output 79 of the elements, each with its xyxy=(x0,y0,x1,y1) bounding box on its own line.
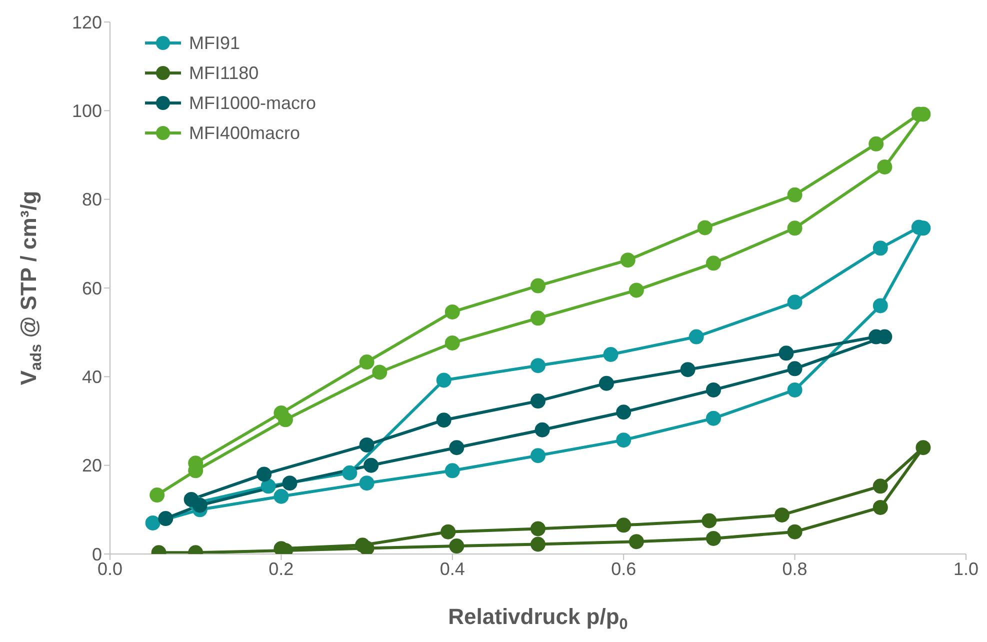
point xyxy=(282,476,298,491)
point xyxy=(530,448,546,464)
point xyxy=(359,476,374,491)
point xyxy=(364,458,379,473)
point xyxy=(274,488,289,504)
point xyxy=(680,362,696,378)
point xyxy=(256,466,272,482)
y-tick-label: 80 xyxy=(82,190,102,210)
y-tick-label: 60 xyxy=(82,278,102,298)
point xyxy=(628,534,644,550)
x-tick-label: 0.4 xyxy=(440,558,465,579)
point xyxy=(534,422,550,438)
point xyxy=(530,536,546,552)
point xyxy=(616,518,632,533)
point xyxy=(359,437,374,452)
x-tick-label: 0.6 xyxy=(611,558,636,579)
point xyxy=(787,187,802,202)
point xyxy=(150,488,165,503)
point xyxy=(872,478,888,494)
point xyxy=(449,538,464,554)
point xyxy=(702,513,717,528)
point xyxy=(274,406,289,421)
point xyxy=(620,252,636,268)
legend-label: MFI400macro xyxy=(189,122,300,144)
point xyxy=(184,492,199,507)
point xyxy=(372,364,388,380)
y-tick-label: 120 xyxy=(72,12,102,32)
point xyxy=(444,304,460,320)
point xyxy=(868,136,884,152)
point xyxy=(774,507,790,522)
point xyxy=(697,220,712,236)
point xyxy=(872,240,888,256)
point xyxy=(616,432,632,448)
point xyxy=(598,376,614,391)
point xyxy=(530,278,546,294)
point xyxy=(872,298,888,314)
legend-label: MFI1180 xyxy=(189,62,259,84)
point xyxy=(158,511,174,526)
point xyxy=(603,347,618,362)
point xyxy=(688,329,704,344)
point xyxy=(616,404,632,420)
point xyxy=(530,394,546,409)
point xyxy=(787,524,802,540)
legend-label: MFI1000-macro xyxy=(189,92,316,114)
point xyxy=(145,515,160,530)
point xyxy=(778,346,794,361)
x-tick-label: 0.2 xyxy=(268,558,294,579)
point xyxy=(916,440,931,456)
point xyxy=(628,282,644,298)
y-tick-label: 100 xyxy=(72,101,102,122)
y-tick-label: 20 xyxy=(82,456,102,476)
point xyxy=(342,465,358,480)
point xyxy=(444,335,460,350)
x-tick-label: 1.0 xyxy=(953,558,979,579)
point xyxy=(355,538,370,553)
point xyxy=(444,463,460,478)
point xyxy=(787,361,802,376)
point xyxy=(706,256,721,271)
x-tick-label: 0.8 xyxy=(782,558,808,579)
point xyxy=(787,294,802,310)
point xyxy=(530,310,546,326)
point xyxy=(787,382,802,398)
point xyxy=(440,524,456,540)
point xyxy=(436,412,452,428)
point xyxy=(787,220,802,236)
point xyxy=(706,382,721,398)
point xyxy=(872,500,888,515)
point xyxy=(530,358,546,374)
legend-label: MFI91 xyxy=(189,32,240,54)
y-tick-label: 40 xyxy=(82,367,102,388)
point xyxy=(706,530,721,546)
point xyxy=(436,372,452,388)
point xyxy=(706,410,721,426)
point xyxy=(449,440,464,456)
point xyxy=(359,354,374,370)
point xyxy=(260,478,276,494)
point xyxy=(877,159,892,174)
x-axis-title: Relativdruck p/p$_{0}$ xyxy=(448,604,628,632)
point xyxy=(530,521,546,536)
